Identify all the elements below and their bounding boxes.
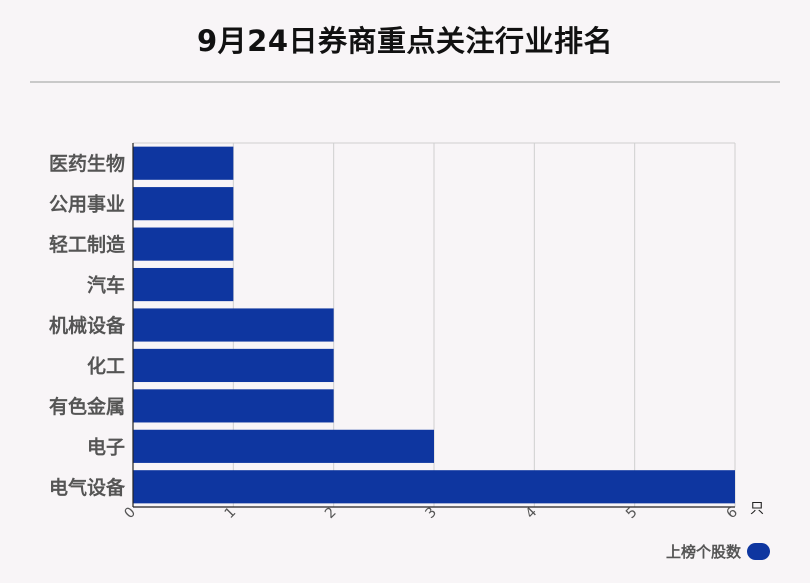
bar[interactable] — [133, 308, 334, 342]
category-label: 医药生物 — [49, 152, 125, 175]
bars — [133, 146, 735, 504]
chart-title: 9月24日券商重点关注行业排名 — [196, 24, 614, 58]
category-label: 有色金属 — [49, 395, 125, 418]
category-label: 化工 — [87, 354, 125, 377]
category-label: 电子 — [87, 435, 125, 458]
x-axis-unit: 只 — [750, 501, 764, 517]
bar[interactable] — [133, 348, 334, 383]
category-label: 轻工制造 — [49, 233, 126, 256]
legend-label: 上榜个股数 — [665, 543, 741, 561]
category-label: 电气设备 — [49, 476, 126, 499]
legend[interactable]: 上榜个股数 — [666, 541, 770, 562]
bar[interactable] — [133, 146, 234, 180]
bar[interactable] — [133, 267, 234, 302]
bar[interactable] — [133, 389, 334, 423]
category-label: 机械设备 — [49, 314, 126, 337]
title-divider — [30, 81, 780, 83]
x-tick-label: 6 — [723, 504, 741, 522]
category-label: 汽车 — [87, 274, 125, 297]
axes — [132, 143, 735, 508]
bar[interactable] — [133, 470, 735, 504]
bar[interactable] — [133, 429, 434, 463]
bar[interactable] — [133, 227, 234, 261]
bar[interactable] — [133, 187, 234, 221]
category-label: 公用事业 — [49, 193, 125, 216]
legend-swatch — [747, 543, 770, 560]
